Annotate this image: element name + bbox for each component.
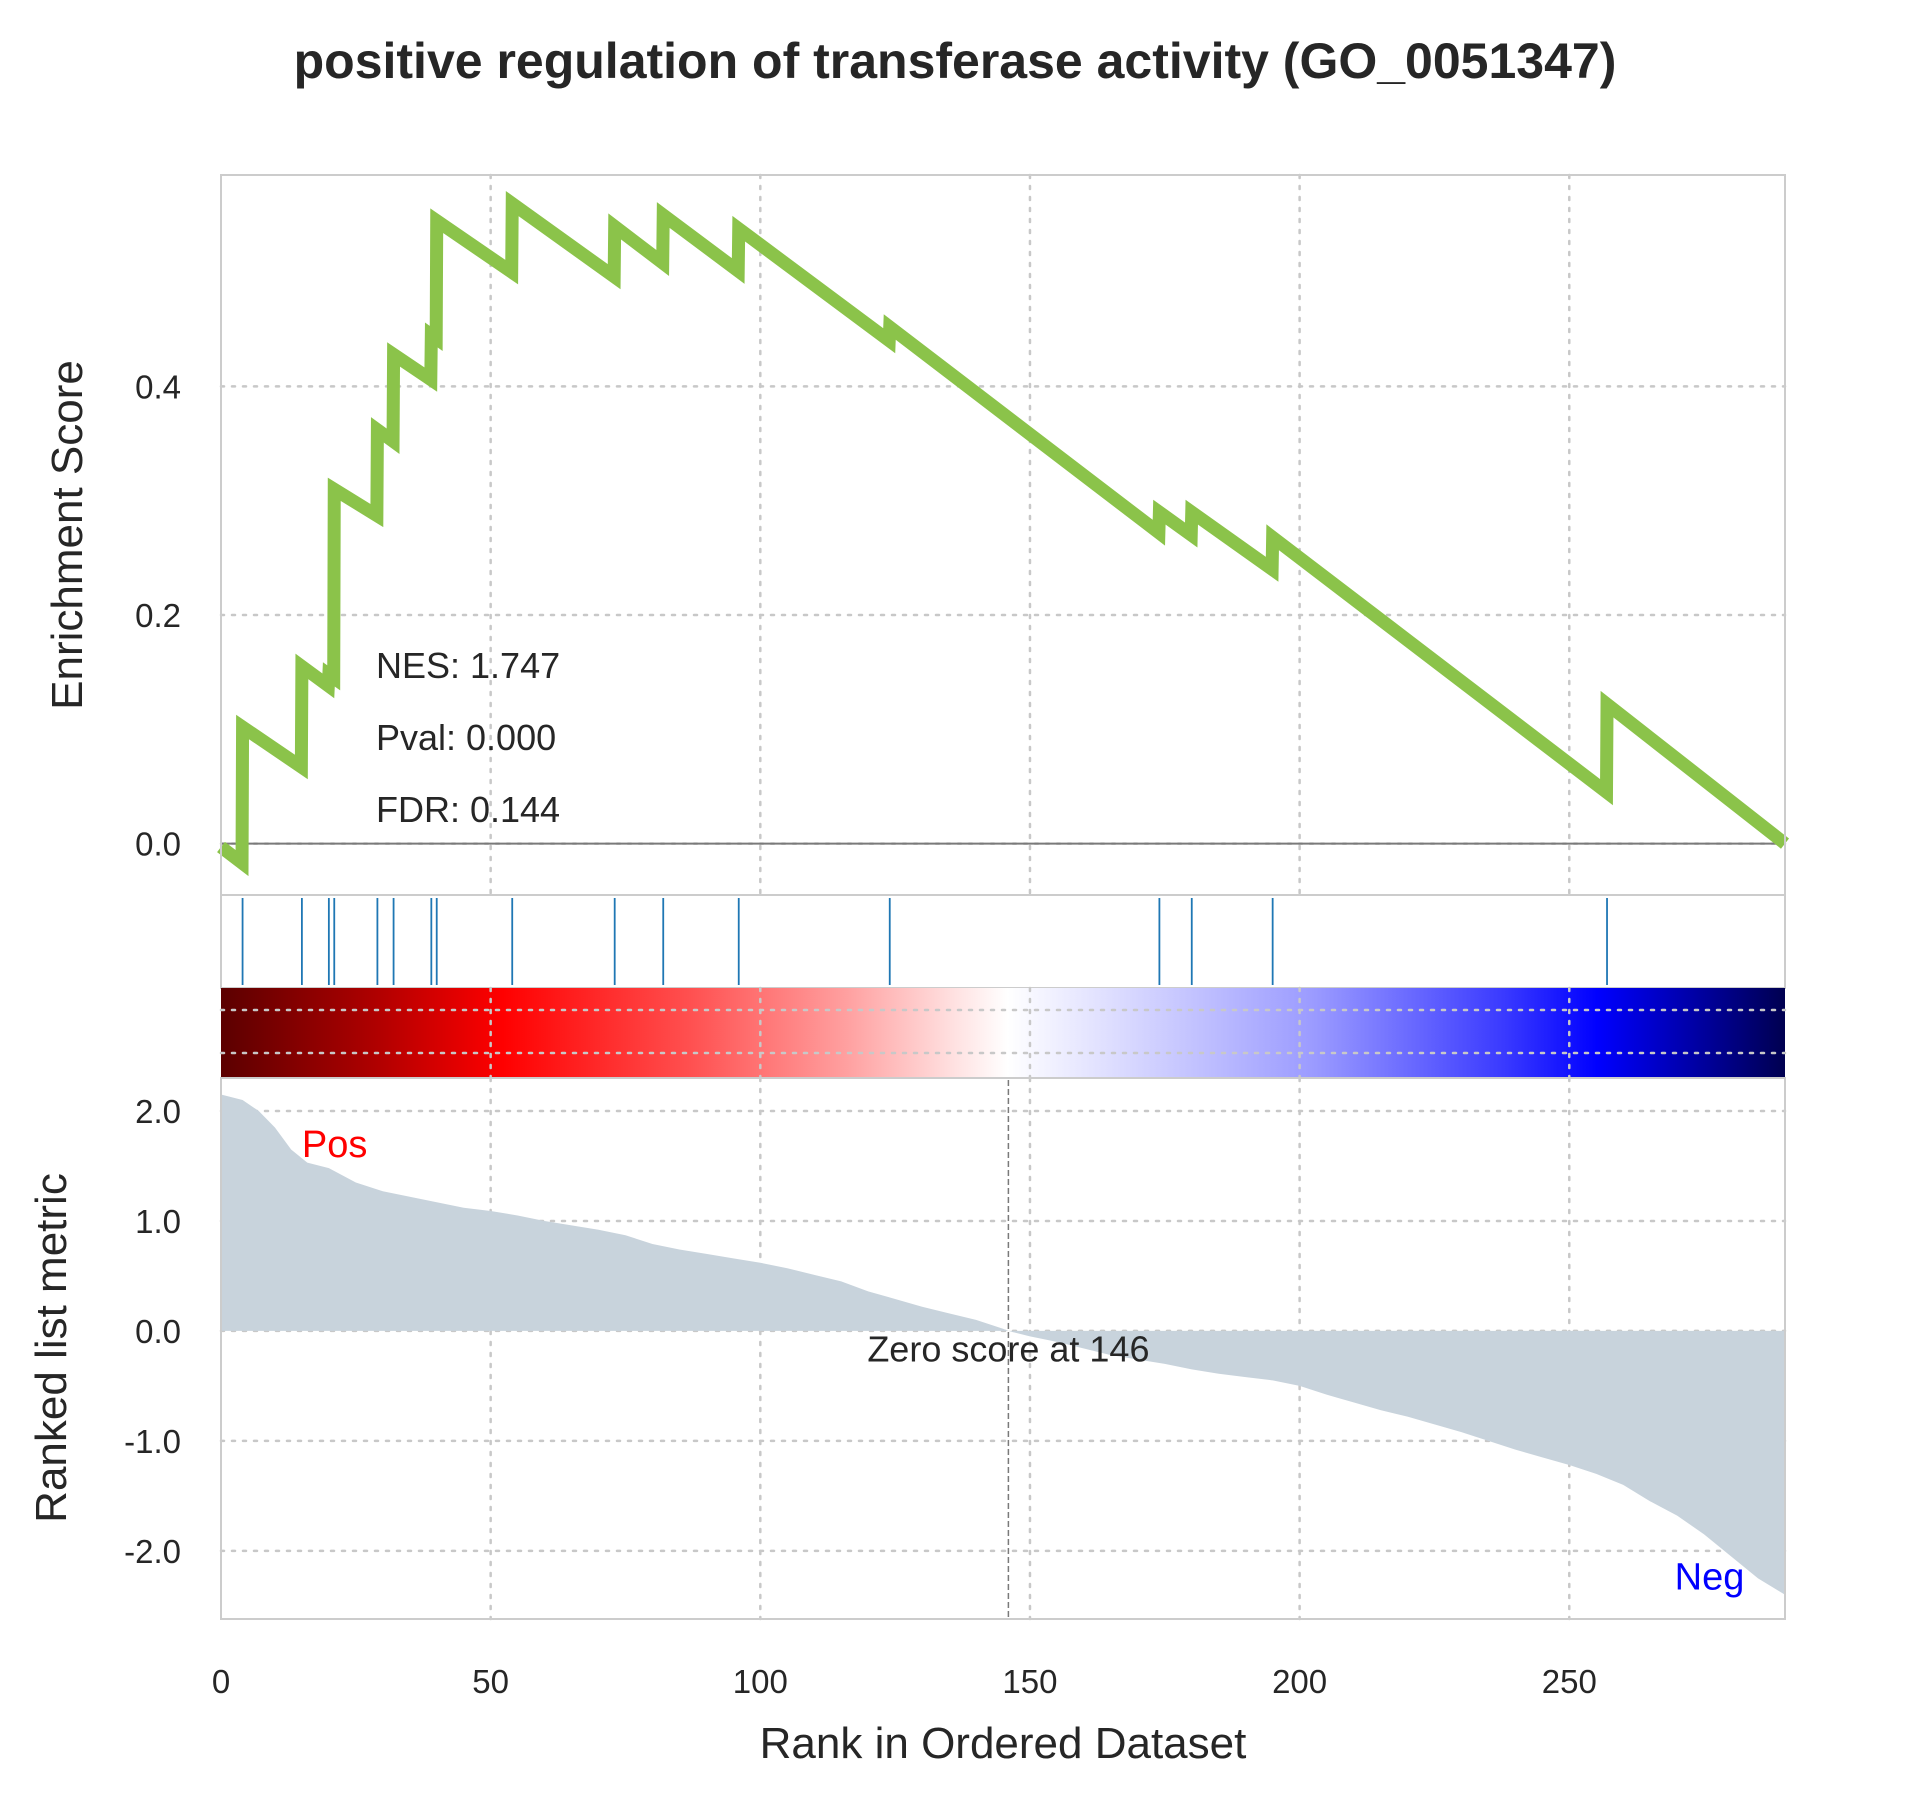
es-stat-label: FDR: 0.144 [376, 789, 560, 830]
pos-label: Pos [302, 1124, 367, 1166]
enrichment-frame [220, 174, 1786, 896]
ranked-metric-panel: 2.0 1.0 0.0 -1.0 -2.0 Pos Neg Zero score at … [124, 1076, 1787, 1621]
rm-y-tick-label: -2.0 [124, 1533, 181, 1570]
x-tick-label: 200 [1272, 1663, 1327, 1700]
x-tick-label: 0 [212, 1663, 230, 1700]
zero-score-label: Zero score at 146 [867, 1329, 1149, 1370]
hit-panel [220, 894, 1786, 989]
neg-label: Neg [1675, 1556, 1745, 1598]
ranked-metric-area [221, 1094, 1785, 1595]
running-enrichment-line [217, 190, 1790, 877]
es-stat-label: Pval: 0.000 [376, 717, 556, 758]
metric-y-axis-label: Ranked list metric [27, 1173, 76, 1523]
es-y-tick-label: 0.2 [135, 597, 181, 634]
rm-y-tick-label: 2.0 [135, 1093, 181, 1130]
x-tick-label: 250 [1542, 1663, 1597, 1700]
rm-y-tick-label: 0.0 [135, 1313, 181, 1350]
es-stat-label: NES: 1.747 [376, 645, 560, 686]
x-tick-label: 50 [472, 1663, 509, 1700]
es-y-axis-label: Enrichment Score [43, 360, 92, 710]
x-tick-label: 150 [1002, 1663, 1057, 1700]
rm-y-tick-label: -1.0 [124, 1423, 181, 1460]
x-tick-label: 100 [733, 1663, 788, 1700]
ranked-metric-frame [220, 1077, 1786, 1620]
x-axis-label: Rank in Ordered Dataset [760, 1719, 1247, 1768]
chart-title: positive regulation of transferase activ… [294, 33, 1617, 89]
hit-frame [220, 894, 1786, 989]
ranked-heatmap [221, 988, 1785, 1078]
es-y-tick-label: 0.0 [135, 826, 181, 863]
es-y-tick-label: 0.4 [135, 368, 181, 405]
rm-y-tick-label: 1.0 [135, 1203, 181, 1240]
heatmap-panel [219, 986, 1787, 1080]
enrichment-panel: 0.0 0.2 0.4 NES: 1.747 Pval: 0.000 FDR: 0.14… [135, 173, 1790, 897]
